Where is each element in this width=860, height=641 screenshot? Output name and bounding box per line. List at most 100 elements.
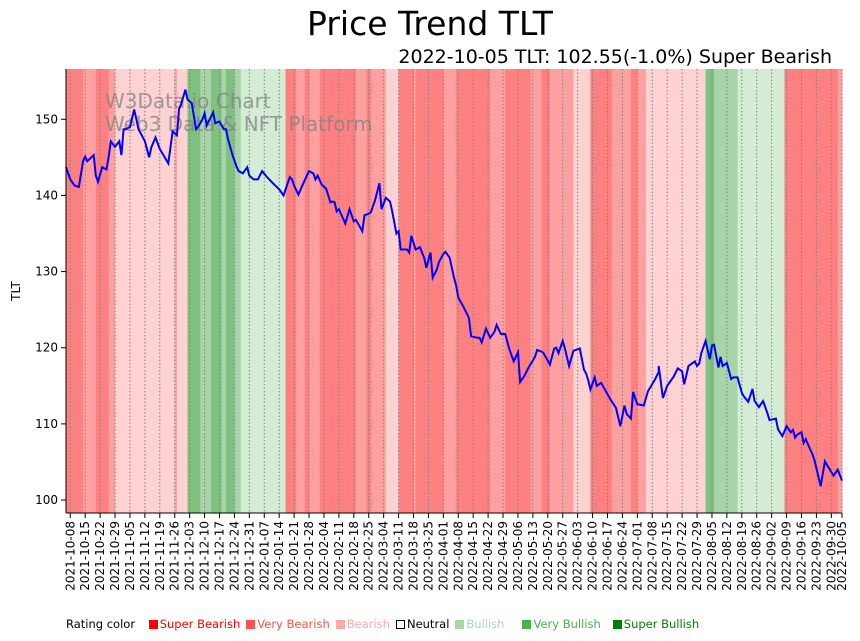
x-tick-label: 2022-04-22 [481, 521, 495, 591]
rating-band [174, 69, 178, 513]
chart-subtitle: 2022-10-05 TLT: 102.55(-1.0%) Super Bear… [398, 46, 832, 68]
legend-item: Very Bullish [522, 617, 602, 631]
x-tick-label: 2022-08-26 [750, 521, 764, 591]
x-tick-label: 2022-05-06 [511, 521, 525, 591]
legend-swatch [455, 620, 465, 629]
rating-band [240, 69, 287, 513]
rating-band [83, 69, 97, 513]
x-tick-label: 2022-05-20 [541, 521, 555, 591]
rating-band [490, 69, 506, 513]
legend-label: Bearish [346, 617, 390, 631]
legend-item: Super Bearish [148, 617, 243, 631]
legend-item: Neutral [395, 617, 451, 631]
x-tick-label: 2021-11-19 [153, 521, 167, 591]
x-tick-label: 2022-03-25 [421, 521, 435, 591]
legend-item: Super Bullish [612, 617, 701, 631]
rating-legend: Rating color Super Bearish Very Bearish Be… [66, 617, 707, 631]
rating-band [309, 69, 321, 513]
rating-band [611, 69, 632, 513]
x-tick-label: 2022-05-13 [526, 521, 540, 591]
x-tick-label: 2021-10-29 [108, 521, 122, 591]
rating-band [200, 69, 212, 513]
y-axis-label: TLT [9, 280, 23, 301]
rating-band [413, 69, 417, 513]
x-tick-label: 2022-07-15 [660, 521, 674, 591]
legend-swatch [148, 620, 158, 629]
legend-swatch [395, 620, 405, 629]
watermark-line-2: Web3 Data & NFT Platform [105, 112, 373, 136]
x-tick-label: 2021-11-12 [138, 521, 152, 591]
y-tick-label: 110 [35, 417, 58, 431]
rating-band [705, 69, 715, 513]
rating-band [108, 69, 116, 513]
rating-band [355, 69, 368, 513]
x-tick-label: 2022-04-29 [496, 521, 510, 591]
x-tick-label: 2021-10-15 [78, 521, 92, 591]
x-tick-label: 2022-08-19 [735, 521, 749, 591]
legend-swatch [246, 620, 256, 629]
legend-item: Very Bearish [246, 617, 331, 631]
x-tick-label: 2022-09-16 [794, 521, 808, 591]
x-tick-label: 2022-04-08 [451, 521, 465, 591]
legend-label: Super Bearish [159, 617, 241, 631]
rating-band [415, 69, 444, 513]
x-tick-label: 2022-09-30 [824, 521, 838, 591]
legend-swatch [335, 620, 345, 629]
x-tick-label: 2022-03-11 [392, 521, 406, 591]
rating-band [176, 69, 189, 513]
x-tick-label: 2021-12-31 [242, 521, 256, 591]
rating-band [221, 69, 227, 513]
x-tick-label: 2022-02-25 [362, 521, 376, 591]
x-tick-label: 2022-08-12 [720, 521, 734, 591]
x-tick-label: 2021-11-26 [168, 521, 182, 591]
x-tick-label: 2022-01-28 [302, 521, 316, 591]
rating-band [737, 69, 785, 513]
price-line [65, 89, 843, 487]
legend-item: Bullish [455, 617, 506, 631]
x-tick-label: 2022-03-18 [406, 521, 420, 591]
y-tick-label: 130 [35, 265, 58, 279]
legend-label: Bullish [466, 617, 505, 631]
x-tick-label: 2022-06-10 [586, 521, 600, 591]
rating-band [590, 69, 613, 513]
rating-band [225, 69, 235, 513]
legend-item: Bearish [335, 617, 392, 631]
legend-label: Neutral [406, 617, 450, 631]
x-tick-label: 2022-09-09 [780, 521, 794, 591]
rating-band [187, 69, 201, 513]
x-tick-label: 2022-09-23 [809, 521, 823, 591]
legend-label: Very Bullish [533, 617, 601, 631]
y-tick-label: 100 [35, 493, 58, 507]
legend-title: Rating color [66, 617, 136, 631]
rating-band [530, 69, 542, 513]
x-tick-label: 2022-01-07 [257, 521, 271, 591]
x-ticks: 2021-10-08 2021-10-15 2021-10-22 2021-10-29… [63, 513, 849, 591]
rating-band [234, 69, 242, 513]
watermark: W3Data.io Chart Web3 Data & NFT Platform [105, 89, 373, 136]
rating-band [385, 69, 400, 513]
x-tick-label: 2022-06-17 [600, 521, 614, 591]
x-tick-label: 2021-11-05 [123, 521, 137, 591]
rating-band [549, 69, 574, 513]
x-tick-label: 2022-06-03 [571, 521, 585, 591]
x-tick-label: 2021-10-22 [93, 521, 107, 591]
rating-band [541, 69, 551, 513]
rating-band [296, 69, 306, 513]
x-tick-label: 2021-12-10 [198, 521, 212, 591]
x-tick-label: 2022-02-11 [332, 521, 346, 591]
rating-band [370, 69, 387, 513]
y-ticks: 100 110 120 130 140 150 [35, 112, 66, 507]
rating-band [398, 69, 414, 513]
x-tick-label: 2022-06-24 [615, 521, 629, 591]
x-tick-label: 2022-04-01 [436, 521, 450, 591]
y-tick-label: 150 [35, 112, 58, 126]
x-tick-label: 2021-12-17 [212, 521, 226, 591]
grid-lines [69, 69, 843, 513]
rating-band [319, 69, 357, 513]
rating-band [573, 69, 591, 513]
y-tick-label: 120 [35, 341, 58, 355]
x-tick-label: 2022-03-04 [377, 521, 391, 591]
x-tick-label: 2022-07-29 [690, 521, 704, 591]
legend-label: Very Bearish [257, 617, 330, 631]
